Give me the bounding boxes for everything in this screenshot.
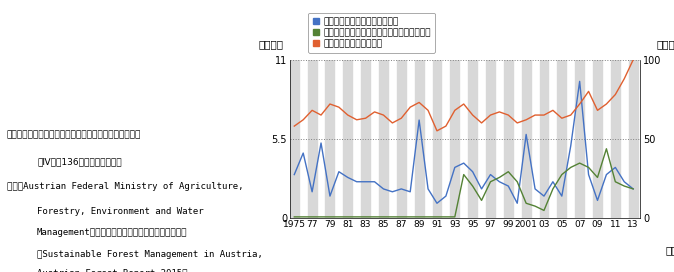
Bar <box>326 60 334 218</box>
Bar <box>307 60 317 218</box>
Text: 資料：Austrian Federal Ministry of Agriculture,: 資料：Austrian Federal Ministry of Agricult… <box>7 182 243 191</box>
Bar <box>415 60 423 218</box>
Bar <box>450 60 459 218</box>
Text: Forestry, Environment and Water: Forestry, Environment and Water <box>37 207 204 216</box>
Bar <box>397 60 406 218</box>
Bar <box>468 60 477 218</box>
Text: 「Sustainable Forest Management in Austria,: 「Sustainable Forest Management in Austri… <box>37 250 263 259</box>
Text: 第Ⅳ章（136ページ）も参照。: 第Ⅳ章（136ページ）も参照。 <box>37 158 122 167</box>
Text: Management（オーストリア連邦農林環境水管理省）: Management（オーストリア連邦農林環境水管理省） <box>37 228 187 237</box>
Bar <box>539 60 549 218</box>
Bar <box>361 60 370 218</box>
Text: Austrian Forest Report 2015」: Austrian Forest Report 2015」 <box>37 269 187 272</box>
Bar <box>575 60 584 218</box>
Bar <box>557 60 566 218</box>
Bar <box>433 60 441 218</box>
Bar <box>504 60 513 218</box>
Bar <box>522 60 530 218</box>
Bar <box>593 60 602 218</box>
Legend: 風雪害材の素材生産量（左軸）, バークビートル被害材の素材生産量（左軸）, 製材用丸太価格（右軸）: 風雪害材の素材生産量（左軸）, バークビートル被害材の素材生産量（左軸）, 製材… <box>308 13 435 53</box>
Bar <box>611 60 620 218</box>
Bar <box>379 60 388 218</box>
Text: （ユーロ）: （ユーロ） <box>656 39 674 49</box>
Bar <box>486 60 495 218</box>
Text: 注：欧州産の木材製品とスギ材の競合関係については、: 注：欧州産の木材製品とスギ材の競合関係については、 <box>7 131 141 140</box>
Text: （年）: （年） <box>665 245 674 255</box>
Bar <box>290 60 299 218</box>
Bar <box>629 60 638 218</box>
Bar <box>343 60 353 218</box>
Text: （万㎡）: （万㎡） <box>258 39 283 49</box>
